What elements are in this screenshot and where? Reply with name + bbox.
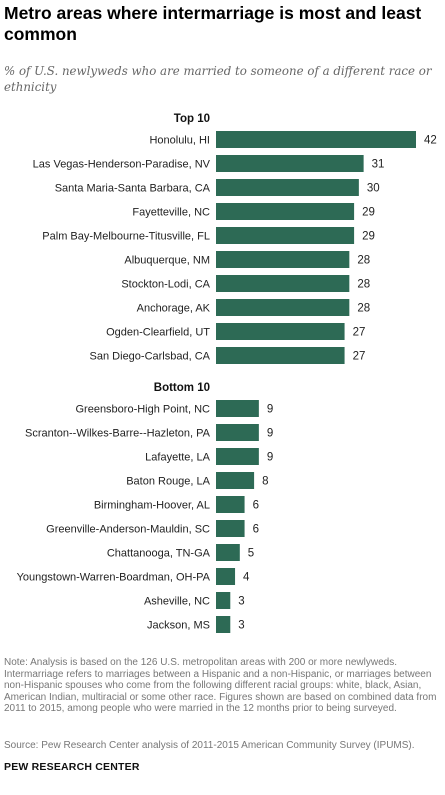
brand-footer: PEW RESEARCH CENTER [4, 761, 140, 773]
bar [216, 347, 345, 364]
category-label: Ogden-Clearfield, UT [106, 327, 210, 339]
bar [216, 448, 259, 465]
bar [216, 179, 359, 196]
value-label: 3 [238, 596, 244, 608]
bar [216, 155, 364, 172]
category-label: Baton Rouge, LA [126, 476, 210, 488]
bar [216, 568, 236, 585]
bar [216, 544, 240, 561]
bar [216, 203, 355, 220]
value-label: 27 [353, 327, 366, 339]
bar [216, 520, 245, 537]
bar [216, 299, 350, 316]
value-label: 9 [267, 404, 273, 416]
value-label: 30 [367, 183, 380, 195]
chart-source: Source: Pew Research Center analysis of … [4, 740, 415, 751]
value-label: 31 [372, 159, 385, 171]
value-label: 8 [262, 476, 268, 488]
category-label: Fayetteville, NC [132, 207, 210, 219]
category-label: Youngstown-Warren-Boardman, OH-PA [17, 572, 211, 584]
bar [216, 472, 255, 489]
category-label: Las Vegas-Henderson-Paradise, NV [33, 159, 211, 171]
category-label: Palm Bay-Melbourne-Titusville, FL [42, 231, 210, 243]
value-label: 28 [357, 255, 370, 267]
value-label: 29 [362, 207, 375, 219]
bar [216, 616, 231, 633]
value-label: 3 [238, 620, 244, 632]
value-label: 29 [362, 231, 375, 243]
category-label: Chattanooga, TN-GA [107, 548, 211, 560]
value-label: 4 [243, 572, 250, 584]
value-label: 6 [253, 524, 259, 536]
category-label: Albuquerque, NM [124, 255, 210, 267]
category-label: Scranton--Wilkes-Barre--Hazleton, PA [25, 428, 211, 440]
category-label: Stockton-Lodi, CA [121, 279, 210, 291]
chart-subtitle: % of U.S. newlyweds who are married to s… [4, 64, 432, 94]
category-label: Jackson, MS [147, 620, 210, 632]
category-label: San Diego-Carlsbad, CA [90, 351, 211, 363]
bar [216, 424, 259, 441]
panel-heading-bottom-10: Bottom 10 [154, 382, 210, 394]
category-label: Greensboro-High Point, NC [75, 404, 210, 416]
bar [216, 323, 345, 340]
category-label: Santa Maria-Santa Barbara, CA [55, 183, 211, 195]
value-label: 42 [424, 135, 437, 147]
chart-title: Metro areas where intermarriage is most … [4, 3, 422, 44]
bar [216, 400, 259, 417]
category-label: Greenville-Anderson-Mauldin, SC [46, 524, 210, 536]
value-label: 6 [253, 500, 259, 512]
chart-note: Note: Analysis is based on the 126 U.S. … [4, 657, 437, 715]
bar [216, 227, 355, 244]
bar [216, 592, 231, 609]
category-label: Asheville, NC [144, 596, 210, 608]
bar [216, 275, 350, 292]
value-label: 9 [267, 452, 273, 464]
value-label: 27 [353, 351, 366, 363]
bar [216, 496, 245, 513]
category-label: Anchorage, AK [137, 303, 211, 315]
category-label: Honolulu, HI [149, 135, 210, 147]
value-label: 28 [357, 279, 370, 291]
panel-heading-top-10: Top 10 [174, 113, 210, 125]
category-label: Birmingham-Hoover, AL [94, 500, 210, 512]
bar [216, 131, 416, 148]
value-label: 9 [267, 428, 273, 440]
bar [216, 251, 350, 268]
value-label: 5 [248, 548, 254, 560]
bar-chart: Top 10 Honolulu, HI 42 Las Vegas-Henderson-… [17, 113, 437, 633]
category-label: Lafayette, LA [145, 452, 210, 464]
value-label: 28 [357, 303, 370, 315]
